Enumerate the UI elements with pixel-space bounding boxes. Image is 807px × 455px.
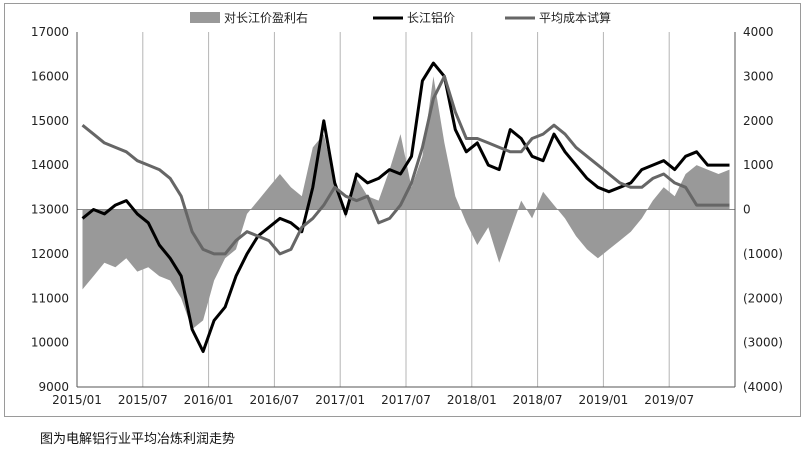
y-left-tick-label: 16000 bbox=[31, 69, 69, 83]
y-left-tick-label: 15000 bbox=[31, 114, 69, 128]
x-tick-label: 2016/07 bbox=[249, 393, 299, 407]
legend: 对长江价盈利右 长江铝价 平均成本试算 bbox=[190, 10, 611, 25]
y-left-tick-label: 12000 bbox=[31, 247, 69, 261]
y-left-tick-label: 11000 bbox=[31, 291, 69, 305]
y-right-tick-label: (2000) bbox=[743, 291, 783, 305]
y-right-tick-label: 1000 bbox=[743, 158, 774, 172]
y-left-tick-label: 10000 bbox=[31, 336, 69, 350]
y-right-tick-label: (1000) bbox=[743, 247, 783, 261]
figure-caption: 图为电解铝行业平均冶炼利润走势 bbox=[40, 432, 236, 447]
y-left-tick-label: 9000 bbox=[38, 380, 69, 394]
x-tick-label: 2016/01 bbox=[184, 393, 234, 407]
series-line-2 bbox=[81, 74, 730, 256]
series-area-0 bbox=[82, 76, 730, 330]
y-right-tick-label: 0 bbox=[743, 203, 751, 217]
y-right-tick-label: 2000 bbox=[743, 114, 774, 128]
legend-label: 对长江价盈利右 bbox=[224, 10, 308, 25]
chart-frame: 2015/01 2015/07 2016/01 2016/07 2017/01 2017/… bbox=[4, 3, 801, 417]
y-right-tick-label: 4000 bbox=[743, 25, 774, 39]
y-right-tick-label: (4000) bbox=[743, 380, 783, 394]
x-tick-label: 2019/07 bbox=[644, 393, 694, 407]
x-tick-label: 2018/01 bbox=[447, 393, 497, 407]
x-tick-label: 2015/01 bbox=[52, 393, 102, 407]
x-tick-label: 2019/01 bbox=[578, 393, 628, 407]
y-left-tick-label: 14000 bbox=[31, 158, 69, 172]
chart: 2015/01 2015/07 2016/01 2016/07 2017/01 2017/… bbox=[31, 10, 783, 407]
series-line-1 bbox=[81, 61, 730, 353]
y-right-tick-label: (3000) bbox=[743, 336, 783, 350]
legend-label: 长江铝价 bbox=[407, 10, 455, 25]
plot-area bbox=[76, 32, 736, 388]
x-tick-label: 2015/07 bbox=[118, 393, 168, 407]
legend-label: 平均成本试算 bbox=[539, 10, 611, 25]
y-left-tick-label: 17000 bbox=[31, 25, 69, 39]
profit-area-series bbox=[82, 76, 730, 330]
x-tick-label: 2018/07 bbox=[513, 393, 563, 407]
y-left-tick-label: 13000 bbox=[31, 203, 69, 217]
x-tick-label: 2017/01 bbox=[315, 393, 365, 407]
axis-ticks: 2015/01 2015/07 2016/01 2016/07 2017/01 2017/… bbox=[31, 25, 783, 407]
x-tick-label: 2017/07 bbox=[381, 393, 431, 407]
legend-swatch-area bbox=[190, 12, 220, 23]
y-right-tick-label: 3000 bbox=[743, 69, 774, 83]
line-series-group bbox=[81, 61, 730, 353]
